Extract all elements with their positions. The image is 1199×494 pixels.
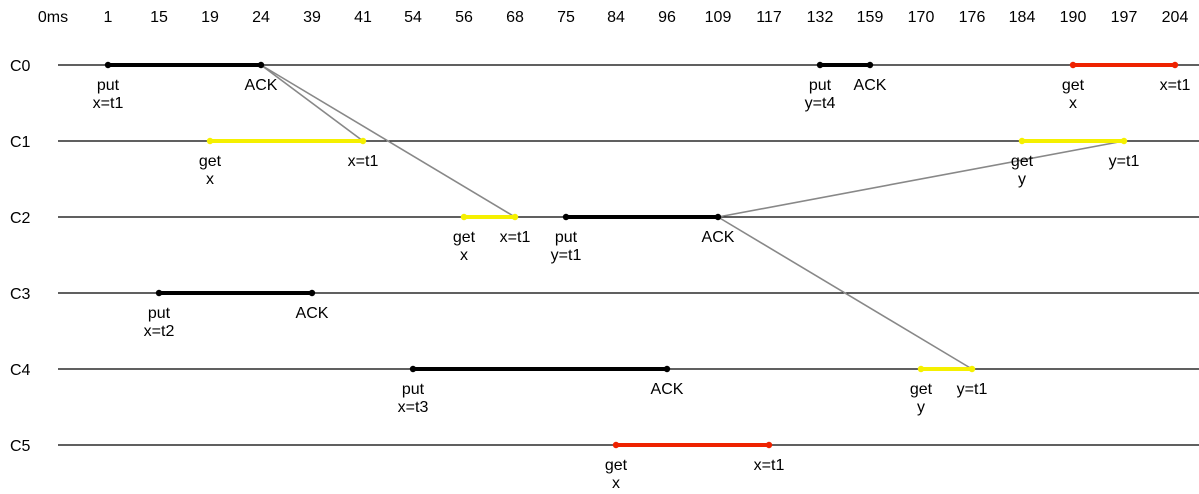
operation-invoke-label: x — [460, 247, 468, 264]
reads-from-links — [260, 64, 1125, 370]
operation-response-dot — [765, 441, 773, 449]
operation-response-label: ACK — [651, 381, 684, 398]
time-tick-label: 132 — [807, 9, 834, 26]
time-tick-label: 41 — [354, 9, 372, 26]
operation-response-dot — [1171, 61, 1179, 69]
operation-invoke-label: get — [605, 457, 628, 474]
operation-invoke-label: x=t2 — [144, 323, 175, 340]
reads-from-link — [260, 64, 516, 218]
client-label: C3 — [10, 286, 31, 303]
client-label: C4 — [10, 362, 31, 379]
operation-response-label: y=t1 — [1109, 153, 1140, 170]
time-tick-label: 184 — [1009, 9, 1036, 26]
operation-response-label: ACK — [245, 77, 278, 94]
operation-response-label: x=t1 — [754, 457, 785, 474]
operation-invoke-label: get — [1062, 77, 1085, 94]
operation-invoke-dot — [409, 365, 417, 373]
operation-invoke-label: put — [148, 305, 171, 322]
operation-invoke-label: x — [206, 171, 214, 188]
operation-invoke-label: get — [910, 381, 933, 398]
operation-invoke-label: put — [402, 381, 425, 398]
operation-invoke-label: get — [453, 229, 476, 246]
operation-invoke-label: put — [555, 229, 578, 246]
time-tick-label: 1 — [104, 9, 113, 26]
time-tick-label: 190 — [1060, 9, 1087, 26]
time-axis: 0ms 1 15 19 24 39 41 54 56 68 75 84 96 109 117 132 159 17… — [38, 9, 1189, 26]
operation-invoke-label: y=t1 — [551, 247, 582, 264]
time-tick-label: 204 — [1162, 9, 1189, 26]
operation-response-dot — [359, 137, 367, 145]
operations — [104, 61, 1179, 449]
time-tick-label: 170 — [908, 9, 935, 26]
time-tick-label: 68 — [506, 9, 524, 26]
time-tick-label: 15 — [150, 9, 168, 26]
time-axis-unit-label: 0ms — [38, 9, 68, 26]
client-label: C2 — [10, 210, 31, 227]
reads-from-link — [260, 64, 364, 142]
operation-response-label: ACK — [296, 305, 329, 322]
operation-invoke-label: y — [1018, 171, 1026, 188]
time-tick-label: 176 — [959, 9, 986, 26]
operation-response-label: ACK — [854, 77, 887, 94]
operation-response-label: y=t1 — [957, 381, 988, 398]
operation-response-label: x=t1 — [1160, 77, 1191, 94]
operation-response-label: ACK — [702, 229, 735, 246]
operation-invoke-label: put — [97, 77, 120, 94]
operation-response-dot — [511, 213, 519, 221]
operation-invoke-label: x — [1069, 95, 1077, 112]
operation-response-dot — [968, 365, 976, 373]
client-label: C5 — [10, 438, 31, 455]
operation-response-dot — [866, 61, 874, 69]
client-label: C0 — [10, 58, 31, 75]
time-tick-label: 19 — [201, 9, 219, 26]
time-tick-label: 96 — [658, 9, 676, 26]
reads-from-link — [717, 216, 973, 370]
operation-invoke-dot — [460, 213, 468, 221]
time-tick-label: 54 — [404, 9, 422, 26]
operation-invoke-label: get — [199, 153, 222, 170]
time-tick-label: 39 — [303, 9, 321, 26]
operation-invoke-dot — [1069, 61, 1077, 69]
operation-invoke-label: get — [1011, 153, 1034, 170]
time-tick-label: 117 — [756, 9, 782, 26]
operation-invoke-label: put — [809, 77, 832, 94]
operation-response-label: x=t1 — [500, 229, 531, 246]
client-label: C1 — [10, 134, 31, 151]
client-lanes: C0 C1 C2 C3 C4 C5 — [10, 58, 1199, 455]
operation-invoke-dot — [816, 61, 824, 69]
time-tick-label: 84 — [607, 9, 625, 26]
time-tick-label: 24 — [252, 9, 270, 26]
operation-invoke-dot — [206, 137, 214, 145]
operation-response-label: x=t1 — [348, 153, 379, 170]
operation-invoke-dot — [104, 61, 112, 69]
operation-invoke-dot — [562, 213, 570, 221]
operation-response-dot — [257, 61, 265, 69]
operation-invoke-label: y — [917, 399, 925, 416]
operation-invoke-label: x=t1 — [93, 95, 124, 112]
operation-response-dot — [714, 213, 722, 221]
time-tick-label: 109 — [705, 9, 732, 26]
operation-response-dot — [1120, 137, 1128, 145]
operation-invoke-label: x — [612, 475, 620, 492]
operation-response-dot — [663, 365, 671, 373]
time-tick-label: 56 — [455, 9, 473, 26]
reads-from-link — [717, 140, 1125, 218]
operation-invoke-dot — [155, 289, 163, 297]
operation-response-dot — [308, 289, 316, 297]
time-tick-label: 159 — [857, 9, 884, 26]
operation-invoke-dot — [1018, 137, 1026, 145]
time-tick-label: 75 — [557, 9, 575, 26]
time-tick-label: 197 — [1111, 9, 1138, 26]
operation-invoke-label: x=t3 — [398, 399, 429, 416]
operation-invoke-dot — [612, 441, 620, 449]
operation-invoke-label: y=t4 — [805, 95, 836, 112]
operation-invoke-dot — [917, 365, 925, 373]
